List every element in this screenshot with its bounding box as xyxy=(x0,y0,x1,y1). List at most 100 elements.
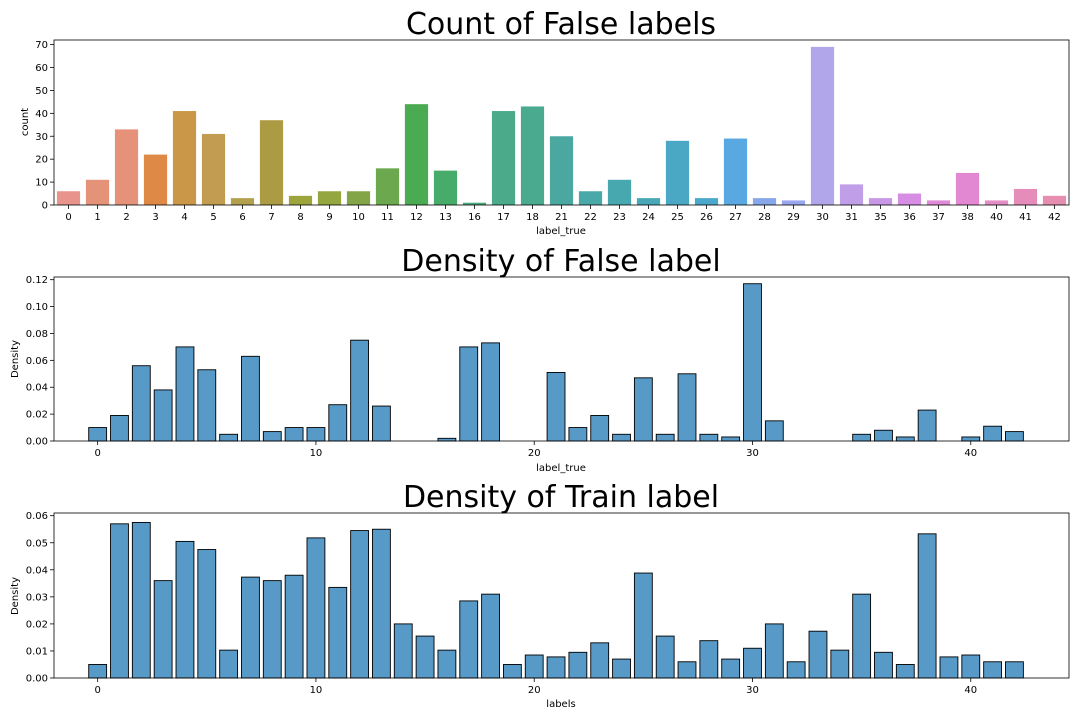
x-tick-label: 13 xyxy=(439,212,452,223)
bar xyxy=(328,586,348,679)
y-tick-label: 0.00 xyxy=(26,437,48,448)
bar xyxy=(415,635,435,679)
bar xyxy=(874,429,893,442)
bar xyxy=(288,195,313,205)
x-tick-label: 5 xyxy=(210,212,216,223)
bar xyxy=(219,649,239,679)
bar xyxy=(241,576,260,679)
chart-title: Density of Train label xyxy=(403,480,719,515)
y-tick-label: 0.12 xyxy=(26,275,48,286)
x-tick-label: 37 xyxy=(932,212,945,223)
x-tick-label: 12 xyxy=(410,212,423,223)
bar xyxy=(694,198,719,205)
bar xyxy=(110,415,129,442)
bar xyxy=(262,580,282,679)
bar xyxy=(350,530,369,679)
bar xyxy=(839,184,864,205)
bar xyxy=(56,191,81,205)
x-tick-label: 3 xyxy=(152,212,158,223)
bar xyxy=(459,600,479,679)
x-tick-label: 36 xyxy=(903,212,916,223)
bar xyxy=(590,415,610,442)
y-tick-label: 0.03 xyxy=(26,592,48,603)
bar xyxy=(607,179,632,205)
x-tick-label: 31 xyxy=(845,212,858,223)
x-axis-label: label_true xyxy=(536,226,586,237)
bar xyxy=(241,355,260,442)
bar xyxy=(677,373,697,442)
bar xyxy=(699,433,719,442)
x-tick-label: 40 xyxy=(990,212,1003,223)
y-tick-label: 20 xyxy=(35,155,48,166)
y-tick-label: 0.01 xyxy=(26,646,48,657)
y-tick-label: 0.05 xyxy=(26,538,48,549)
bar xyxy=(462,202,487,205)
x-axis-label: labels xyxy=(546,699,575,710)
x-tick-label: 0 xyxy=(94,685,100,696)
x-tick-label: 27 xyxy=(729,212,742,223)
x-tick-label: 2 xyxy=(123,212,129,223)
bar xyxy=(284,427,304,442)
x-axis-label: label_true xyxy=(536,463,586,474)
bar xyxy=(404,104,429,205)
bar xyxy=(175,346,195,442)
plot-frame xyxy=(53,512,1070,679)
bar xyxy=(868,198,893,205)
bar xyxy=(131,365,151,442)
bar xyxy=(723,138,748,205)
bar xyxy=(655,635,675,679)
x-tick-label: 4 xyxy=(181,212,187,223)
bar xyxy=(590,642,610,679)
bar xyxy=(961,436,981,442)
x-tick-label: 10 xyxy=(352,212,365,223)
bars xyxy=(56,46,1067,205)
bar xyxy=(85,179,110,205)
y-axis-label: Density xyxy=(10,577,21,615)
chart-title: Density of False label xyxy=(401,244,720,279)
x-tick-label: 23 xyxy=(613,212,626,223)
chart-density-false-label: Density of False label 0.000.020.040.060… xyxy=(10,244,1070,474)
bars xyxy=(88,522,1024,679)
bar xyxy=(131,522,151,679)
bar xyxy=(926,200,951,205)
bar xyxy=(743,647,762,679)
bar xyxy=(230,198,255,205)
bar xyxy=(433,170,458,205)
bar xyxy=(393,623,413,679)
bar xyxy=(481,593,500,679)
x-tick-label: 9 xyxy=(326,212,332,223)
bar xyxy=(781,200,806,205)
bar xyxy=(721,658,741,679)
x-ticks: 0 10 20 30 40 xyxy=(94,678,977,696)
y-tick-label: 0.04 xyxy=(26,383,48,394)
bar xyxy=(578,191,603,205)
bar xyxy=(939,656,959,679)
y-ticks: 0.00 0.01 0.02 0.03 0.04 0.05 0.06 xyxy=(26,511,54,685)
bar xyxy=(752,198,777,205)
bar xyxy=(984,200,1009,205)
y-tick-label: 30 xyxy=(35,132,48,143)
x-tick-label: 10 xyxy=(310,685,323,696)
bar xyxy=(88,664,108,679)
y-tick-label: 60 xyxy=(35,63,48,74)
bar xyxy=(764,420,784,442)
bar xyxy=(961,654,981,679)
x-tick-label: 26 xyxy=(700,212,713,223)
x-tick-label: 17 xyxy=(497,212,510,223)
x-tick-label: 11 xyxy=(381,212,394,223)
bar xyxy=(810,46,835,205)
y-tick-label: 0.02 xyxy=(26,410,48,421)
bar xyxy=(874,651,893,679)
bar xyxy=(143,154,168,205)
plot-frame xyxy=(53,276,1070,442)
bar xyxy=(350,339,369,442)
bar xyxy=(306,427,326,442)
bar xyxy=(502,664,522,679)
bar xyxy=(665,140,690,205)
x-tick-label: 41 xyxy=(1019,212,1032,223)
x-tick-label: 24 xyxy=(642,212,655,223)
bar xyxy=(524,654,544,679)
bar xyxy=(172,111,197,205)
bar xyxy=(197,549,217,679)
bar xyxy=(197,369,217,442)
